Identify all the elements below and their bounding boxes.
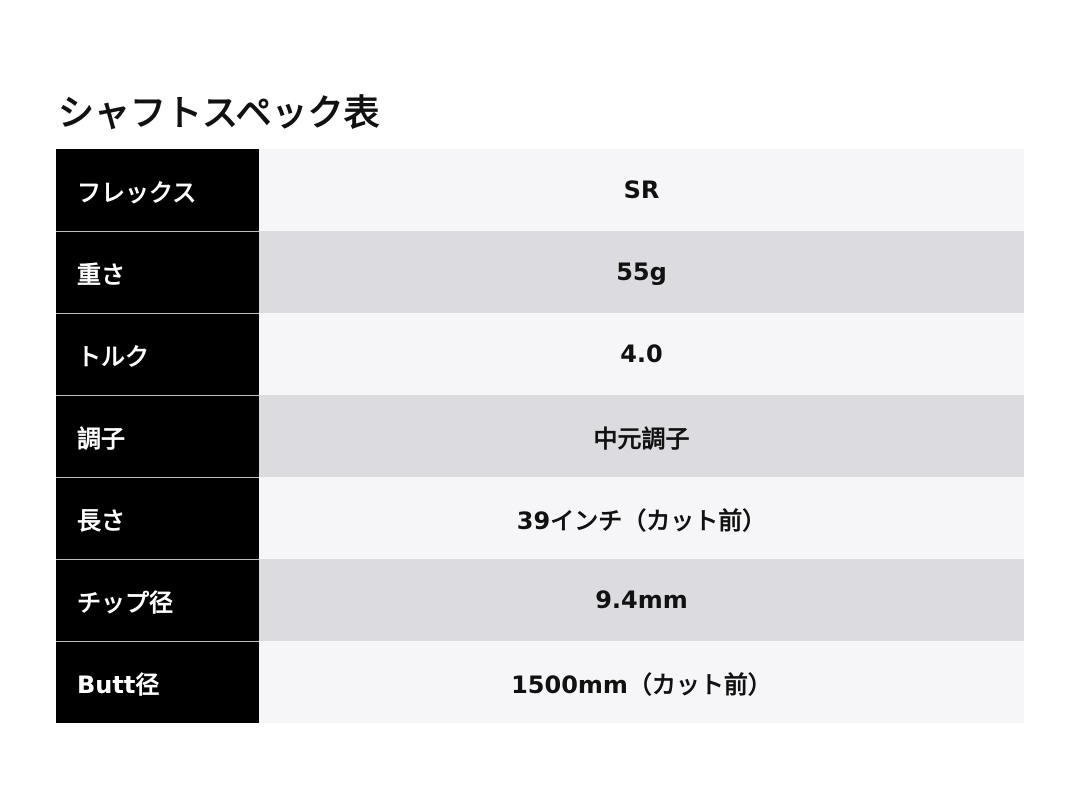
row-label: フレックス bbox=[56, 149, 259, 231]
table-row: 重さ 55g bbox=[56, 231, 1024, 313]
table-row: チップ径 9.4mm bbox=[56, 559, 1024, 641]
table-row: トルク 4.0 bbox=[56, 313, 1024, 395]
row-label: 調子 bbox=[56, 395, 259, 477]
row-label: トルク bbox=[56, 313, 259, 395]
row-value: 39インチ（カット前） bbox=[259, 477, 1024, 559]
row-value: 4.0 bbox=[259, 313, 1024, 395]
page-title: シャフトスペック表 bbox=[58, 93, 380, 134]
row-value: 中元調子 bbox=[259, 395, 1024, 477]
table-row: フレックス SR bbox=[56, 149, 1024, 231]
table-row: 長さ 39インチ（カット前） bbox=[56, 477, 1024, 559]
row-value: 9.4mm bbox=[259, 559, 1024, 641]
row-value: 55g bbox=[259, 231, 1024, 313]
row-value: 1500mm（カット前） bbox=[259, 641, 1024, 723]
row-label: 長さ bbox=[56, 477, 259, 559]
row-label: チップ径 bbox=[56, 559, 259, 641]
table-row: 調子 中元調子 bbox=[56, 395, 1024, 477]
row-value: SR bbox=[259, 149, 1024, 231]
table-row: Butt径 1500mm（カット前） bbox=[56, 641, 1024, 723]
row-label: 重さ bbox=[56, 231, 259, 313]
spec-table: フレックス SR 重さ 55g トルク 4.0 調子 中元調子 長さ 39インチ（カット前… bbox=[56, 149, 1024, 723]
row-label: Butt径 bbox=[56, 641, 259, 723]
